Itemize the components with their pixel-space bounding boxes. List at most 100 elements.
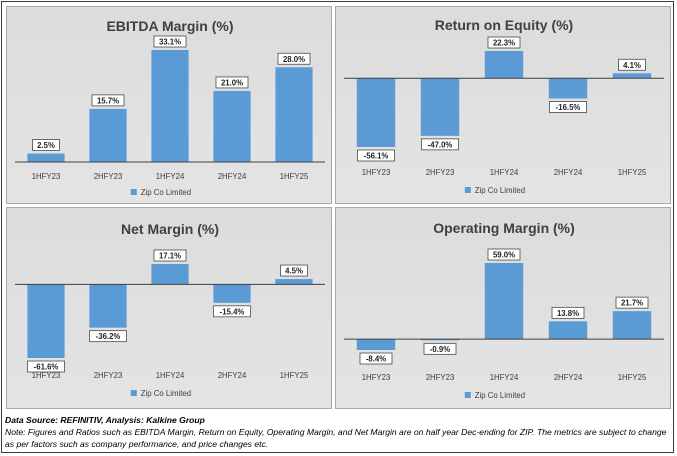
- data-label-box: [615, 296, 649, 309]
- x-tick-label: 1HFY24: [490, 168, 519, 177]
- x-tick-label: 2HFY23: [94, 172, 123, 181]
- bar-1hfy23: [356, 78, 396, 147]
- legend-swatch: [130, 390, 137, 396]
- x-tick-label: 2HFY24: [218, 371, 247, 380]
- data-label: 22.3%: [493, 39, 515, 48]
- data-label-box: [89, 330, 128, 343]
- x-tick-label: 2HFY23: [426, 373, 455, 382]
- data-label-box: [548, 101, 587, 113]
- legend-label: Zip Co Limited: [475, 391, 525, 400]
- note-text: Note: Figures and Ratios such as EBITDA …: [5, 427, 667, 449]
- bar-2hfy23: [420, 78, 460, 136]
- legend-swatch: [130, 189, 137, 195]
- data-label: 15.7%: [97, 96, 119, 105]
- bar-2hfy24: [548, 321, 588, 340]
- x-tick-label: 2HFY23: [94, 371, 123, 380]
- x-tick-label: 1HFY25: [280, 371, 309, 380]
- bar-2hfy24: [213, 284, 251, 303]
- data-label-box: [280, 264, 308, 277]
- figure-footer: Data Source: REFINITIV, Analysis: Kalkin…: [5, 414, 670, 450]
- chart-title: Return on Equity (%): [435, 17, 573, 33]
- data-source-text: Data Source: REFINITIV, Analysis: Kalkin…: [5, 415, 205, 425]
- data-label: 28.0%: [283, 55, 305, 64]
- legend-label: Zip Co Limited: [141, 188, 191, 197]
- bar-2hfy24: [213, 90, 251, 162]
- x-tick-label: 2HFY23: [426, 168, 455, 177]
- data-label-box: [91, 94, 125, 107]
- chart-operating-margin: Operating Margin (%) -8.4% 1HFY23 -0.9% 2HFY…: [344, 220, 664, 400]
- chart-title: EBITDA Margin (%): [106, 18, 233, 34]
- bar-2hfy24: [548, 78, 588, 99]
- bar-2hfy23: [89, 284, 127, 328]
- data-label: 33.1%: [159, 38, 181, 47]
- chart-panel-return-on-equity: Return on Equity (%) -56.1% 1HFY23 -47.0% 2H…: [335, 6, 671, 204]
- data-label: 21.7%: [621, 299, 643, 308]
- data-label-box: [421, 138, 460, 151]
- bar-1hfy25: [612, 73, 652, 79]
- bar-2hfy23: [89, 108, 127, 162]
- x-tick-label: 2HFY24: [554, 373, 583, 382]
- bar-1hfy25: [275, 279, 313, 285]
- chart-panel-operating-margin: Operating Margin (%) -8.4% 1HFY23 -0.9% 2HFY…: [335, 207, 671, 409]
- data-label-box: [277, 52, 311, 65]
- bar-1hfy24: [151, 50, 189, 162]
- bar-1hfy23: [27, 153, 65, 162]
- legend-swatch: [464, 392, 471, 398]
- x-tick-label: 1HFY24: [156, 172, 185, 181]
- x-tick-label: 1HFY25: [618, 168, 647, 177]
- data-label-box: [487, 248, 521, 261]
- legend-label: Zip Co Limited: [475, 186, 525, 195]
- data-label-box: [153, 249, 187, 262]
- bar-2hfy23: [420, 339, 460, 341]
- data-label-box: [153, 35, 187, 48]
- bar-1hfy25: [612, 311, 652, 340]
- x-tick-label: 1HFY25: [280, 172, 309, 181]
- data-label: -56.1%: [364, 152, 389, 161]
- data-label-box: [356, 149, 396, 162]
- x-tick-label: 1HFY23: [32, 172, 61, 181]
- chart-net-margin: Net Margin (%) -61.6%1HFY23 -36.2% 2HFY23 17…: [15, 221, 325, 398]
- data-label: -47.0%: [428, 140, 453, 149]
- x-tick-label: 1HFY25: [618, 373, 647, 382]
- chart-title: Operating Margin (%): [433, 220, 575, 236]
- x-tick-label: 1HFY23: [362, 168, 391, 177]
- x-tick-label: 1HFY23: [32, 371, 61, 380]
- data-label: -0.9%: [430, 345, 450, 354]
- data-label: 4.5%: [285, 267, 303, 276]
- data-label: -15.4%: [220, 307, 245, 316]
- data-label-box: [359, 352, 393, 365]
- data-label: 21.0%: [221, 78, 243, 87]
- data-label: -36.2%: [96, 332, 121, 341]
- x-tick-label: 1HFY23: [362, 373, 391, 382]
- data-label: 4.1%: [623, 61, 641, 70]
- chart-title: Net Margin (%): [121, 221, 219, 237]
- legend-swatch: [464, 187, 471, 193]
- data-label-box: [212, 305, 251, 318]
- bar-1hfy25: [275, 67, 313, 162]
- x-tick-label: 2HFY24: [554, 168, 583, 177]
- data-label: 17.1%: [159, 252, 181, 261]
- bar-1hfy23: [356, 339, 396, 350]
- data-label-box: [618, 58, 646, 71]
- bar-1hfy24: [151, 264, 189, 285]
- data-label: -16.5%: [556, 103, 581, 112]
- x-tick-label: 1HFY24: [490, 373, 519, 382]
- data-label-box: [423, 342, 457, 355]
- chart-ebitda-margin: EBITDA Margin (%) 2.5% 1HFY23 15.7% 2HFY23 33…: [15, 18, 325, 197]
- data-label-box: [26, 360, 66, 373]
- data-label-box: [551, 306, 585, 319]
- bar-1hfy24: [484, 51, 524, 79]
- data-label-box: [487, 36, 521, 49]
- data-label-box: [215, 76, 249, 89]
- legend-label: Zip Co Limited: [141, 389, 191, 398]
- chart-return-on-equity: Return on Equity (%) -56.1% 1HFY23 -47.0% 2H…: [344, 17, 664, 195]
- bar-1hfy24: [484, 263, 524, 340]
- x-tick-label: 2HFY24: [218, 172, 247, 181]
- data-label: 59.0%: [493, 251, 515, 260]
- data-label-box: [32, 139, 60, 151]
- data-label: -61.6%: [34, 363, 59, 372]
- chart-panel-net-margin: Net Margin (%) -61.6% 1HFY23 -36.2% 2HFY23 17…: [6, 207, 332, 409]
- chart-panel-ebitda-margin: EBITDA Margin (%) 2.5% 1HFY23 15.7% 2HFY23 33…: [6, 6, 332, 204]
- x-tick-label: 1HFY24: [156, 371, 185, 380]
